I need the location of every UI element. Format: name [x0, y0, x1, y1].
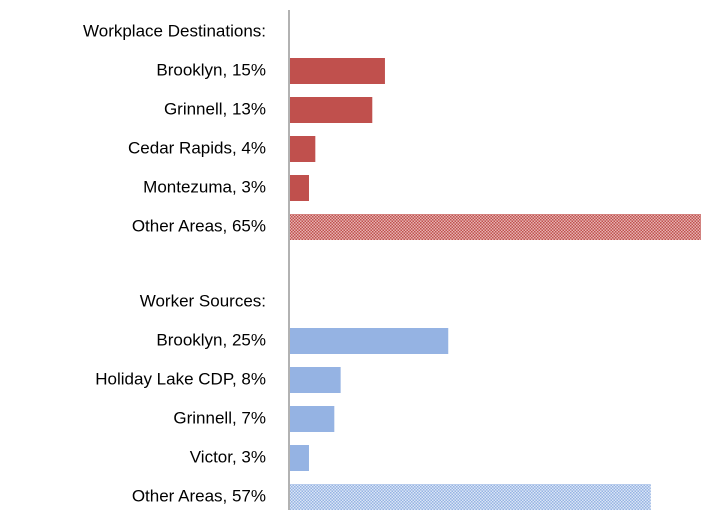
bar — [290, 484, 651, 510]
bar — [290, 97, 373, 123]
category-label: Grinnell, 7% — [173, 408, 266, 427]
category-label: Brooklyn, 15% — [156, 60, 266, 79]
bar — [290, 367, 341, 393]
category-label: Montezuma, 3% — [143, 177, 266, 196]
group-title: Worker Sources: — [140, 291, 266, 310]
category-label: Cedar Rapids, 4% — [128, 138, 266, 157]
category-label: Victor, 3% — [190, 447, 266, 466]
bar — [290, 214, 701, 240]
category-label: Other Areas, 57% — [132, 486, 266, 505]
bar — [290, 136, 316, 162]
category-label: Brooklyn, 25% — [156, 330, 266, 349]
bar — [290, 445, 309, 471]
bar — [290, 328, 449, 354]
category-label: Other Areas, 65% — [132, 216, 266, 235]
category-label: Holiday Lake CDP, 8% — [95, 369, 266, 388]
group-title: Workplace Destinations: — [83, 21, 266, 40]
category-label: Grinnell, 13% — [164, 99, 266, 118]
bar — [290, 406, 335, 432]
bar — [290, 175, 309, 201]
bar — [290, 58, 385, 84]
